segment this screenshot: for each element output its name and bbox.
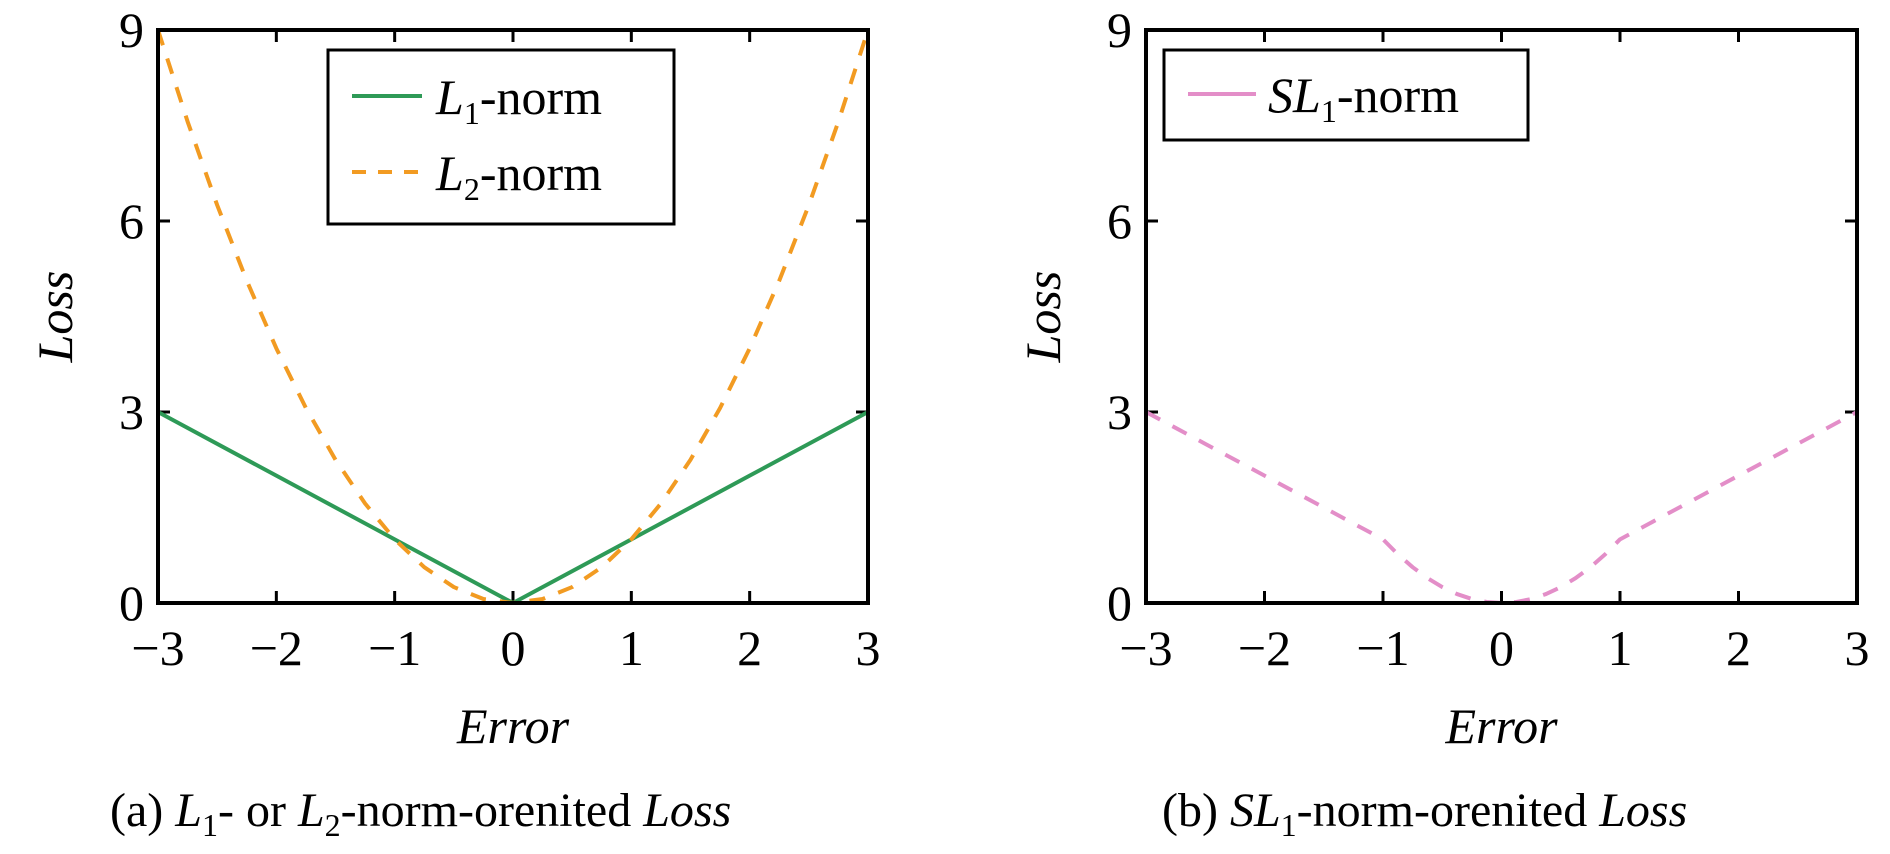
x-tick-label: 2 <box>1726 620 1751 676</box>
legend-label-l1-norm: L1-norm <box>435 69 602 131</box>
panel-b-legend: SL1-norm <box>1162 48 1530 142</box>
x-tick-label: −2 <box>1238 620 1291 676</box>
panel-b-plot-frame <box>1144 28 1859 605</box>
panel-b-caption: (b) SL1-norm-orenited Loss <box>1162 784 1687 843</box>
y-tick-label: 0 <box>1107 575 1132 631</box>
panel-a-tick-labels: −3 −2 −1 0 1 2 3 0 3 6 9 <box>119 2 881 676</box>
x-tick-label: −2 <box>250 620 303 676</box>
y-tick-label: 3 <box>119 384 144 440</box>
x-tick-label: 1 <box>1608 620 1633 676</box>
series-line-l1-norm <box>157 410 869 605</box>
x-tick-label: 3 <box>856 620 881 676</box>
x-tick-label: 3 <box>1845 620 1870 676</box>
legend-label-l2-norm: L2-norm <box>435 145 602 207</box>
y-tick-label: 9 <box>119 2 144 58</box>
panel-b-series <box>1145 410 1858 605</box>
x-tick-label: 0 <box>501 620 526 676</box>
x-tick-label: −3 <box>1119 620 1172 676</box>
panel-b-y-axis-title: Loss <box>1015 271 1071 364</box>
x-tick-label: 2 <box>737 620 762 676</box>
panel-a-y-axis-title: Loss <box>27 271 83 364</box>
y-tick-label: 6 <box>119 193 144 249</box>
series-line-sl1-norm <box>1145 410 1858 605</box>
panel-a-legend: L1-norm L2-norm <box>326 48 676 226</box>
x-tick-label: −1 <box>368 620 421 676</box>
y-tick-label: 9 <box>1107 2 1132 58</box>
legend-label-sl1-norm: SL1-norm <box>1268 67 1459 129</box>
panel-a: −3 −2 −1 0 1 2 3 0 3 6 9 Error Loss L1-norm L2-nor… <box>27 2 881 843</box>
panel-b-x-axis-title: Error <box>1444 698 1558 754</box>
y-tick-label: 3 <box>1107 384 1132 440</box>
panel-a-plot-frame <box>156 28 870 605</box>
x-tick-label: −3 <box>131 620 184 676</box>
panel-a-legend-box <box>326 48 676 226</box>
panel-b: −3 −2 −1 0 1 2 3 0 3 6 9 Error Loss SL1-norm (b) S… <box>1015 2 1870 843</box>
x-tick-label: −1 <box>1356 620 1409 676</box>
panel-a-x-axis-title: Error <box>456 698 570 754</box>
panel-b-tick-labels: −3 −2 −1 0 1 2 3 0 3 6 9 <box>1107 2 1870 676</box>
x-tick-label: 0 <box>1489 620 1514 676</box>
x-tick-label: 1 <box>619 620 644 676</box>
panel-a-caption: (a) L1- or L2-norm-orenited Loss <box>110 784 731 843</box>
y-tick-label: 6 <box>1107 193 1132 249</box>
y-tick-label: 0 <box>119 575 144 631</box>
